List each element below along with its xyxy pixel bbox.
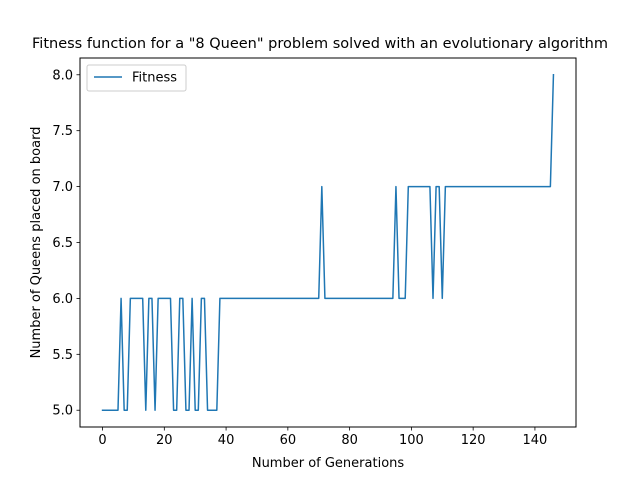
x-tick-label: 120 [461, 433, 486, 448]
legend-box [86, 64, 187, 92]
x-tick-label: 40 [218, 433, 235, 448]
y-tick-label: 7.5 [52, 124, 73, 139]
x-tick-label: 100 [399, 433, 424, 448]
x-axis-label: Number of Generations [252, 456, 405, 471]
series-layer [101, 73, 555, 411]
y-tick-label: 8.0 [52, 68, 73, 83]
x-tick-label: 20 [156, 433, 173, 448]
x-axis-ticks: 0 20 40 60 80 100 120 140 [98, 427, 547, 448]
y-axis-ticks: 5.0 5.5 6.0 6.5 7.0 7.5 8.0 [52, 68, 80, 419]
x-tick-label: 0 [98, 433, 106, 448]
x-tick-label: 140 [523, 433, 548, 448]
chart-title: Fitness function for a "8 Queen" problem… [32, 36, 608, 52]
legend-label-fitness: Fitness [132, 71, 177, 86]
legend: Fitness [86, 64, 187, 92]
series-line-fitness [101, 73, 555, 411]
y-tick-label: 5.5 [52, 348, 73, 363]
x-tick-label: 60 [280, 433, 297, 448]
y-tick-label: 5.0 [52, 404, 73, 419]
x-tick-label: 80 [341, 433, 358, 448]
y-axis-label: Number of Queens placed on board [29, 127, 44, 359]
y-tick-label: 7.0 [52, 180, 73, 195]
y-tick-label: 6.0 [52, 292, 73, 307]
y-tick-label: 6.5 [52, 236, 73, 251]
